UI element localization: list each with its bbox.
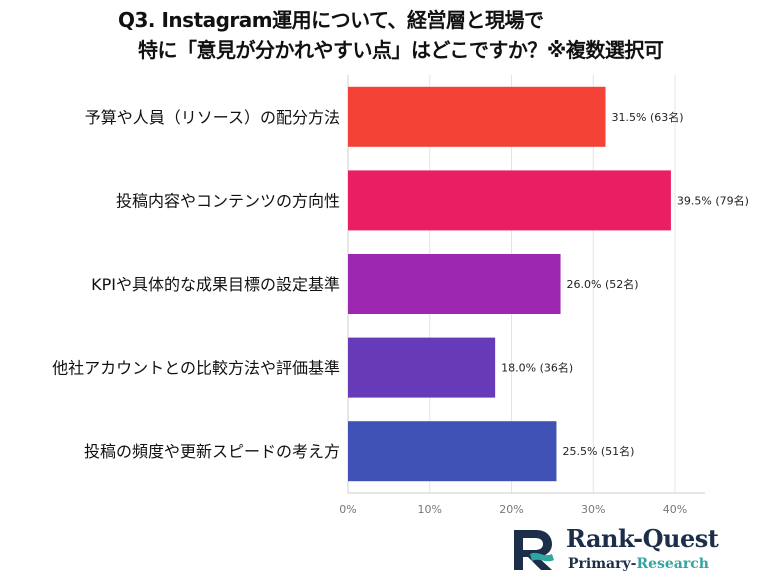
logo-brand-name: Rank-Quest	[566, 524, 719, 553]
bar-value-label: 39.5% (79名)	[677, 193, 749, 207]
bar-value-label: 25.5% (51名)	[562, 444, 634, 458]
category-label: 投稿の頻度や更新スピードの考え方	[84, 442, 340, 461]
chart-title-line-2: 特に「意見が分かれやすい点」はどこですか？※複数選択可	[138, 38, 664, 62]
rank-quest-logo: Rank-Quest Primary-Research	[508, 522, 748, 578]
category-label: KPIや具体的な成果目標の設定基準	[91, 275, 340, 294]
bar	[348, 254, 561, 314]
logo-subtitle-research: Research	[636, 556, 709, 572]
x-tick-label: 0%	[339, 503, 356, 516]
bar-value-label: 18.0% (36名)	[501, 361, 573, 375]
bar-value-label: 31.5% (63名)	[612, 110, 684, 124]
chart-title-line-1: Q3. Instagram運用について、経営層と現場で	[118, 8, 544, 32]
logo-subtitle: Primary-Research	[568, 556, 709, 572]
category-label: 他社アカウントとの比較方法や評価基準	[52, 359, 340, 378]
x-tick-label: 30%	[581, 503, 605, 516]
bar-value-label: 26.0% (52名)	[567, 277, 639, 291]
bar	[348, 421, 557, 482]
category-label: 予算や人員（リソース）の配分方法	[85, 108, 340, 127]
logo-subtitle-primary: Primary-	[568, 556, 637, 572]
bar	[348, 86, 606, 147]
x-tick-label: 40%	[663, 503, 687, 516]
x-tick-label: 20%	[499, 503, 523, 516]
rank-quest-logo-mark-icon	[514, 530, 554, 570]
bar	[348, 337, 496, 398]
bar	[348, 170, 671, 231]
category-label: 投稿内容やコンテンツの方向性	[116, 191, 340, 210]
x-tick-label: 10%	[418, 503, 442, 516]
